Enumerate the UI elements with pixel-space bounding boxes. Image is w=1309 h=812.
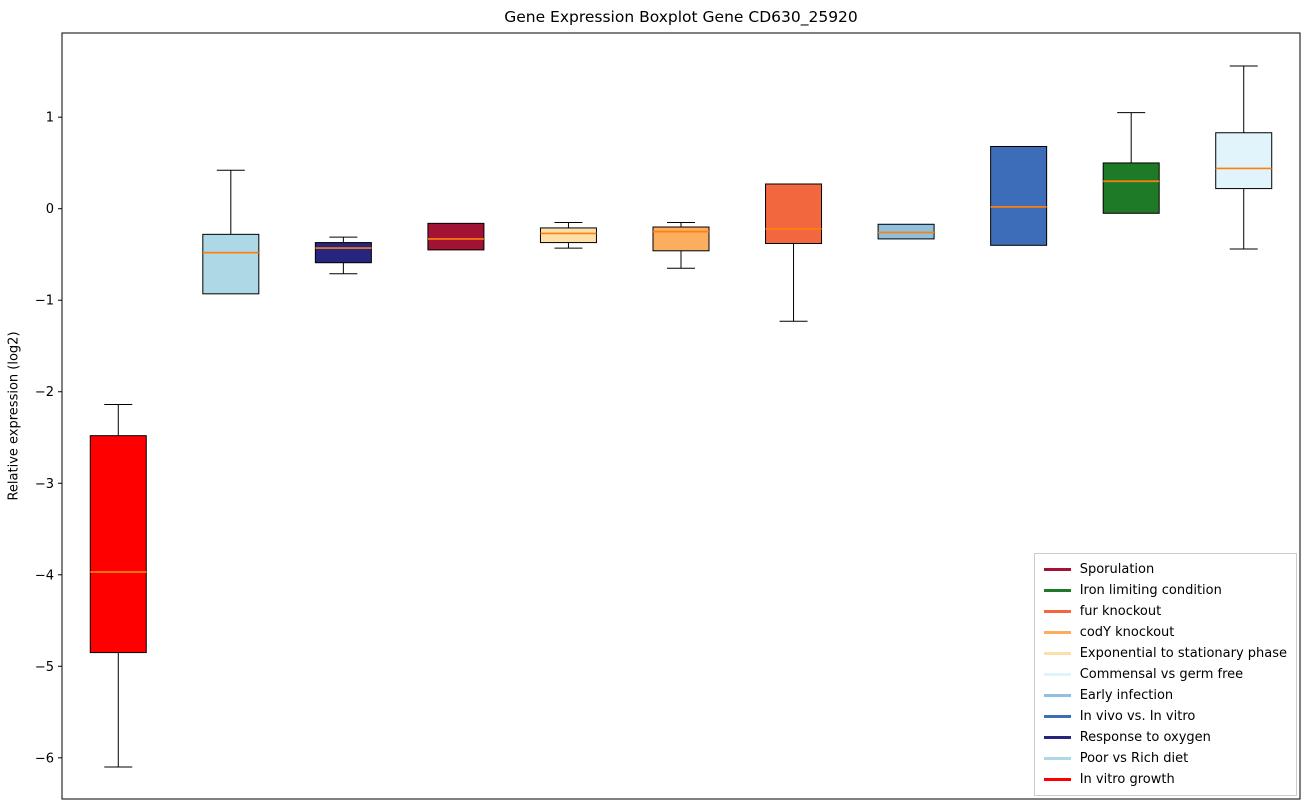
axes-frame [61,32,1301,800]
legend-item: Early infection [1043,685,1287,706]
legend-swatch-exponential-to-stationary-phase [1043,652,1071,655]
legend-swatch-iron-limiting-condition [1043,589,1071,592]
legend-label: codY knockout [1079,625,1175,640]
legend-swatch-early-infection [1043,694,1071,697]
box-iron-limiting-condition [1102,162,1160,214]
y-tick-label: −1 [35,294,54,309]
legend-label: Early infection [1079,688,1174,703]
chart-title: Gene Expression Boxplot Gene CD630_25920 [504,8,858,26]
legend-label: Exponential to stationary phase [1079,646,1287,661]
legend-swatch-in-vitro-growth [1043,778,1071,781]
legend-swatch-cody-knockout [1043,631,1071,634]
legend-item: Commensal vs germ free [1043,664,1287,685]
legend-label: In vivo vs. In vitro [1079,709,1196,724]
box-early-infection [877,223,935,240]
legend-item: codY knockout [1043,622,1287,643]
y-tick-label: −5 [35,660,54,675]
legend-label: fur knockout [1079,604,1162,619]
legend-label: In vitro growth [1079,772,1175,787]
box-sporulation [427,222,485,251]
y-tick-label: 1 [46,111,54,126]
y-tick-label: −6 [35,751,54,766]
legend: Sporulation Iron limiting condition fur kn… [1033,553,1297,796]
legend-item: Sporulation [1043,559,1287,580]
y-tick-label: −2 [35,385,54,400]
legend-item: In vivo vs. In vitro [1043,706,1287,727]
legend-item: In vitro growth [1043,769,1287,790]
y-tick-label: −3 [35,477,54,492]
legend-swatch-poor-vs-rich-diet [1043,757,1071,760]
legend-swatch-in-vivo-vs-in-vitro [1043,715,1071,718]
legend-swatch-fur-knockout [1043,610,1071,613]
box-commensal-vs-germ-free [1215,132,1273,190]
box-in-vivo-vs-in-vitro [990,145,1048,246]
box-response-to-oxygen [314,242,372,264]
box-cody-knockout [652,226,710,252]
legend-swatch-response-to-oxygen [1043,736,1071,739]
legend-item: Exponential to stationary phase [1043,643,1287,664]
legend-label: Poor vs Rich diet [1079,751,1189,766]
box-fur-knockout [765,183,823,244]
legend-item: Response to oxygen [1043,727,1287,748]
y-tick-label: −4 [35,568,54,583]
legend-label: Commensal vs germ free [1079,667,1244,682]
legend-label: Response to oxygen [1079,730,1211,745]
legend-label: Iron limiting condition [1079,583,1222,598]
box-in-vitro-growth [89,435,147,654]
box-exponential-to-stationary-phase [539,227,597,244]
legend-item: Poor vs Rich diet [1043,748,1287,769]
legend-swatch-sporulation [1043,568,1071,571]
legend-label: Sporulation [1079,562,1155,577]
box-poor-vs-rich-diet [202,233,260,295]
y-tick-label: 0 [46,202,54,217]
legend-item: Iron limiting condition [1043,580,1287,601]
legend-swatch-commensal-vs-germ-free [1043,673,1071,676]
legend-item: fur knockout [1043,601,1287,622]
